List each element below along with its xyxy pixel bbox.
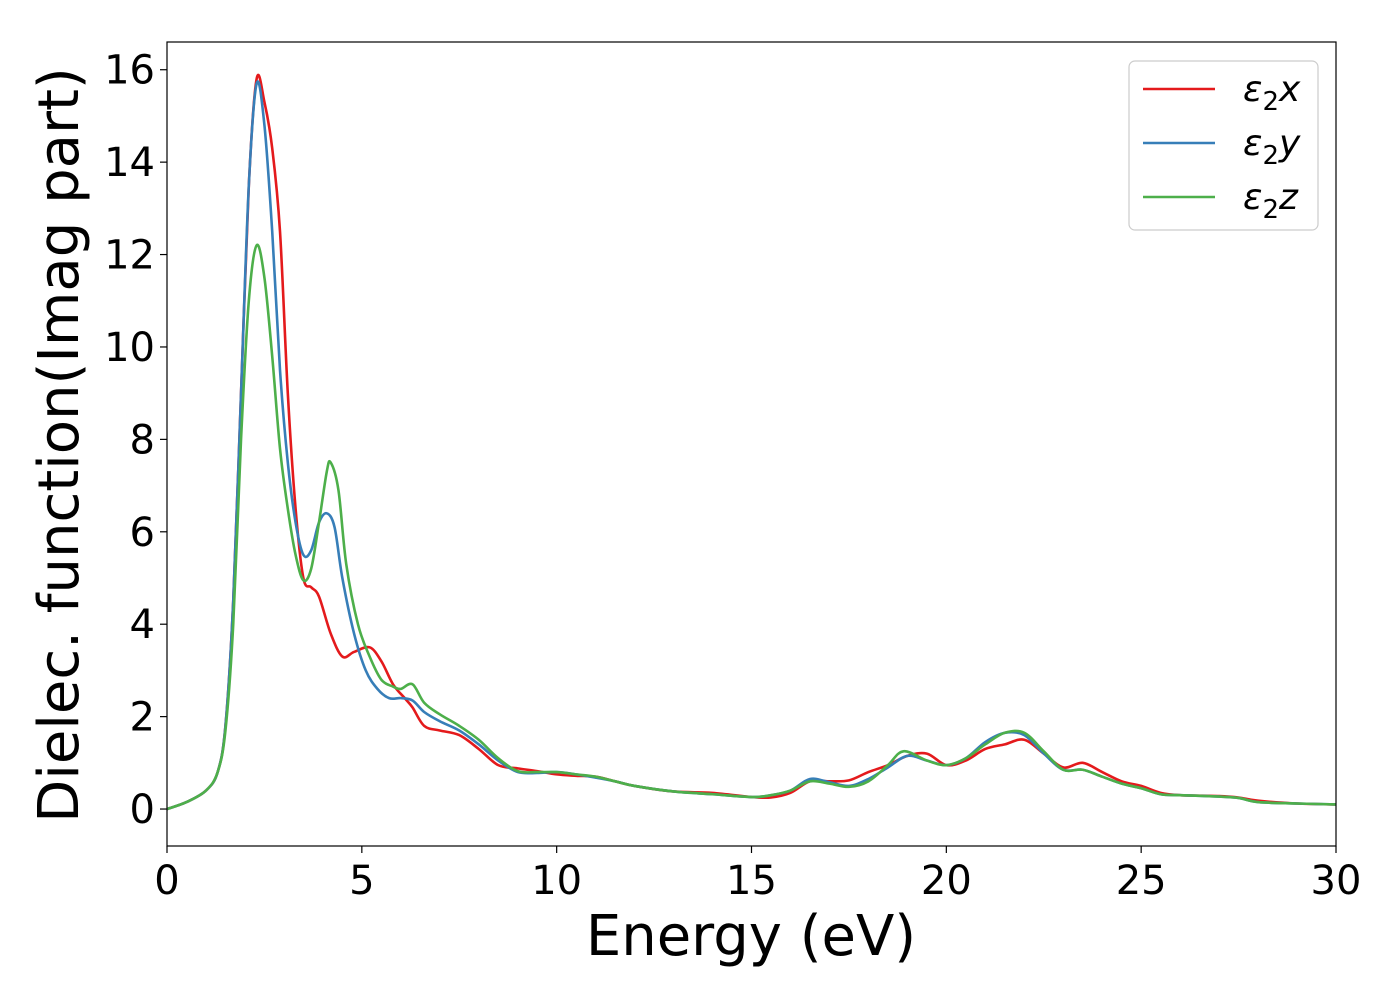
y-tick-label: 16: [104, 48, 155, 94]
series-line-3: [166, 243, 1337, 811]
y-tick-label: 10: [104, 325, 155, 371]
x-tick-label: 20: [921, 858, 972, 904]
x-tick-label: 10: [531, 858, 582, 904]
y-axis-ticks: 0 2 4 6 8 10 12 14 16: [104, 48, 167, 833]
x-tick-label: 0: [154, 858, 179, 904]
legend: ε2x ε2y ε2z: [1128, 60, 1319, 231]
legend-label: ε2y: [1243, 123, 1301, 171]
y-axis-label: Dielec. function(Imag part): [27, 67, 92, 823]
y-tick-label: 6: [130, 510, 155, 556]
y-tick-label: 0: [130, 787, 155, 833]
y-tick-label: 8: [130, 417, 155, 463]
y-tick-label: 4: [130, 602, 155, 648]
legend-label: ε2x: [1243, 69, 1301, 117]
x-tick-label: 30: [1311, 858, 1362, 904]
x-tick-label: 5: [349, 858, 374, 904]
y-tick-label: 2: [130, 695, 155, 741]
y-tick-label: 12: [104, 233, 155, 279]
x-axis-ticks: 0 5 10 15 20 25 30: [154, 846, 1361, 904]
x-axis-label: Energy (eV): [586, 904, 916, 969]
series-lines: [166, 73, 1337, 811]
legend-label: ε2z: [1243, 177, 1299, 225]
x-tick-label: 15: [726, 858, 777, 904]
x-tick-label: 25: [1116, 858, 1167, 904]
legend-box: [1128, 60, 1319, 231]
y-tick-label: 14: [104, 140, 155, 186]
